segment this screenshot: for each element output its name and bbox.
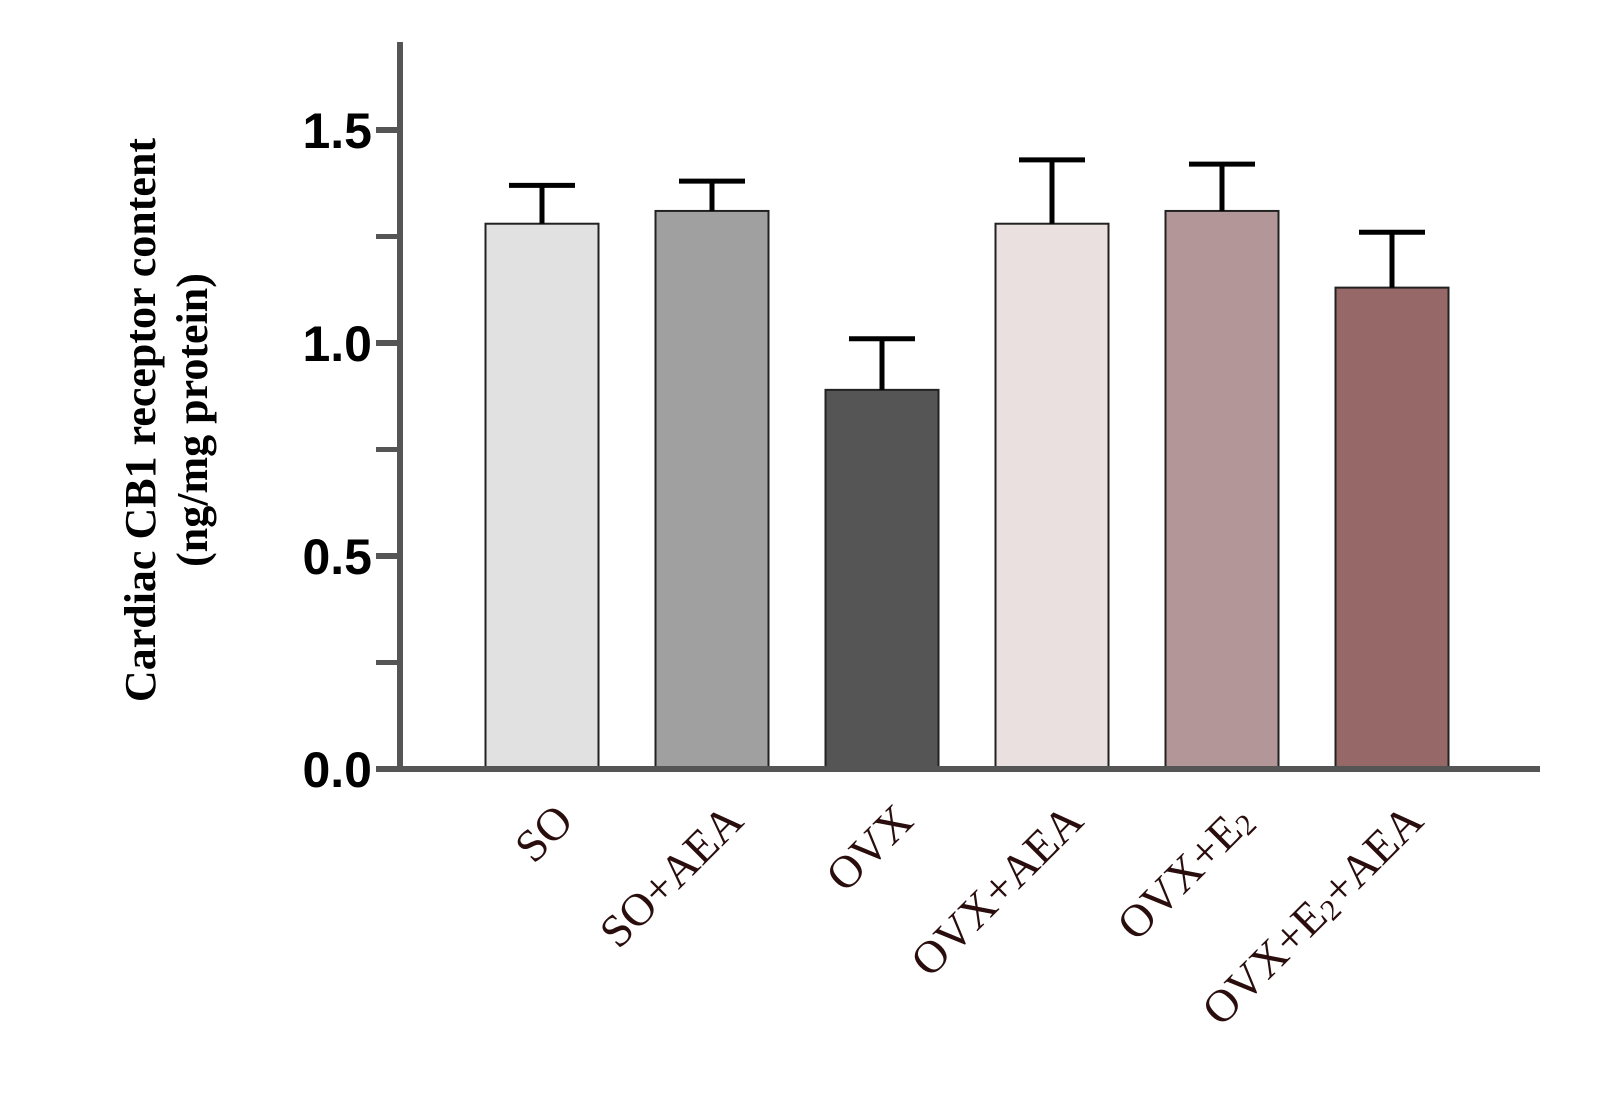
axes-group [397, 42, 1540, 772]
x-tick-label-5-part-0: OVX+E [1192, 890, 1337, 1035]
x-tick-label-3: OVX+AEA [901, 794, 1093, 986]
y-ticks-group: 0.0 0.5 1.0 1.5 [302, 103, 400, 798]
x-tick-label-4-part-0: OVX+E [1107, 805, 1252, 950]
y-tick-label-1: 0.5 [302, 529, 372, 585]
x-tick-label-3-part-0: OVX+AEA [901, 794, 1093, 986]
bar-1 [654, 209, 770, 770]
bar-0 [484, 222, 600, 771]
x-tick-label-group-4: OVX+E2 [1107, 794, 1263, 950]
x-tick-label-1-part-0: SO+AEA [589, 794, 752, 957]
y-axis-label-line-2: (ng/mg protein) [168, 273, 217, 567]
x-tick-label-4: OVX+E2 [1107, 794, 1263, 950]
y-tick-label-2: 1.0 [302, 316, 372, 372]
x-tick-label-0-part-0: SO [505, 794, 583, 872]
bar-5 [1334, 286, 1450, 770]
bar-4 [1164, 209, 1280, 770]
y-tick-label-3: 1.5 [302, 103, 372, 159]
x-tick-label-2-part-0: OVX [816, 794, 923, 901]
error-bars-group [509, 157, 1425, 390]
bar-3 [994, 222, 1110, 771]
x-tick-label-group-3: OVX+AEA [901, 794, 1093, 986]
y-axis-label: Cardiac CB1 receptor content (ng/mg prot… [116, 138, 217, 702]
x-tick-label-group-2: OVX [816, 794, 923, 901]
bars-group [484, 209, 1450, 771]
bar-2 [824, 388, 940, 770]
x-tick-label-5-part-2: +AEA [1311, 794, 1432, 915]
x-tick-label-0: SO [505, 794, 583, 872]
x-tick-label-group-1: SO+AEA [589, 794, 752, 957]
x-tick-label-2: OVX [816, 794, 923, 901]
x-tick-label-group-0: SO [505, 794, 583, 872]
x-tick-label-1: SO+AEA [589, 794, 752, 957]
y-axis-label-line-1: Cardiac CB1 receptor content [116, 138, 165, 702]
y-tick-label-0: 0.0 [302, 742, 372, 798]
